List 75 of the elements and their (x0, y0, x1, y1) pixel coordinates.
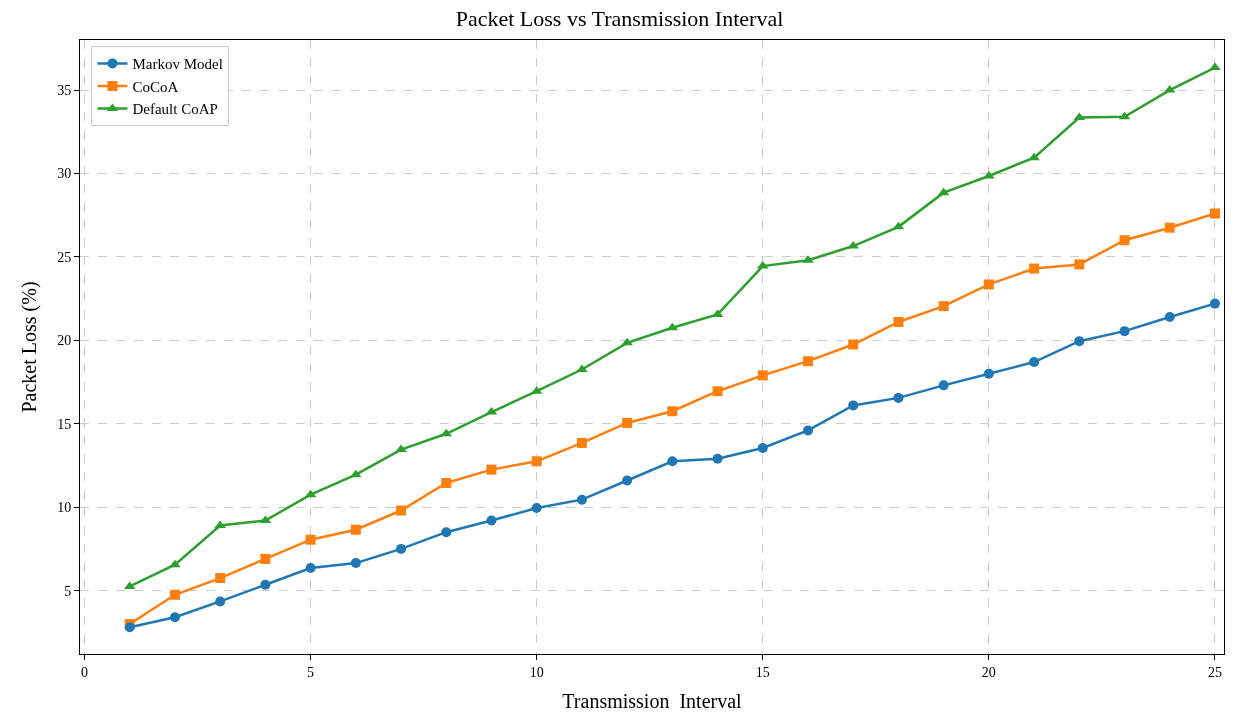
x-tick-label: 15 (755, 664, 770, 680)
x-tick-label: 25 (1207, 664, 1222, 680)
point (983, 279, 994, 290)
point (712, 386, 723, 397)
point (622, 475, 633, 486)
point (396, 505, 407, 516)
x-tick-label: 0 (81, 664, 89, 680)
x-tick-label: 20 (981, 664, 996, 680)
point (712, 453, 723, 464)
point (848, 400, 859, 411)
point (1119, 235, 1130, 246)
point (215, 573, 226, 584)
point (757, 442, 768, 453)
point (531, 503, 542, 514)
point (124, 622, 135, 633)
point (1074, 259, 1085, 270)
point (1029, 357, 1040, 368)
point (305, 563, 316, 574)
point (260, 579, 271, 590)
y-tick-label: 10 (57, 500, 72, 516)
y-tick-label: 20 (57, 333, 72, 349)
chart-title: Packet Loss vs Transmission Interval (455, 6, 784, 32)
y-tick-label: 5 (64, 583, 72, 599)
point (169, 559, 181, 568)
point (350, 469, 362, 478)
point (848, 339, 859, 350)
point (1209, 298, 1220, 309)
y-tick-label: 25 (57, 249, 72, 265)
point (1029, 263, 1040, 274)
point (215, 596, 226, 607)
legend-label: CoCoA (132, 78, 179, 95)
point (441, 527, 452, 538)
y-tick-label: 15 (57, 416, 72, 432)
point (395, 444, 407, 453)
point (622, 417, 633, 428)
point (576, 494, 587, 505)
point (576, 437, 587, 448)
point (576, 364, 588, 373)
point (1028, 152, 1040, 161)
point (667, 456, 678, 467)
point (1164, 222, 1175, 233)
point (983, 368, 994, 379)
point (350, 524, 361, 535)
y-tick-label: 30 (57, 166, 72, 182)
point (1119, 326, 1130, 337)
point (667, 406, 678, 417)
point (305, 534, 316, 545)
point (1074, 336, 1085, 347)
point (803, 425, 813, 436)
point (169, 589, 180, 600)
point (1209, 208, 1220, 219)
point (1209, 62, 1221, 71)
point (531, 456, 542, 467)
x-axis-title: Transmission Interval (562, 690, 743, 713)
point (350, 558, 361, 569)
point (893, 392, 904, 403)
point (260, 553, 271, 564)
point (1164, 311, 1175, 322)
x-tick-label: 5 (307, 664, 315, 680)
point (441, 477, 452, 488)
y-axis-title: Packet Loss (%) (17, 281, 41, 413)
legend-label: Markov Model (132, 56, 223, 73)
point (803, 356, 813, 367)
point (938, 301, 949, 312)
point (938, 380, 949, 391)
point (486, 464, 497, 475)
y-tick-label: 35 (57, 82, 72, 98)
x-tick-label: 10 (529, 664, 544, 680)
point (486, 515, 497, 526)
point (169, 612, 180, 623)
point (757, 370, 768, 381)
point (214, 520, 226, 529)
point (396, 543, 407, 554)
legend-label: Default CoAP (132, 101, 218, 118)
point (893, 316, 904, 327)
